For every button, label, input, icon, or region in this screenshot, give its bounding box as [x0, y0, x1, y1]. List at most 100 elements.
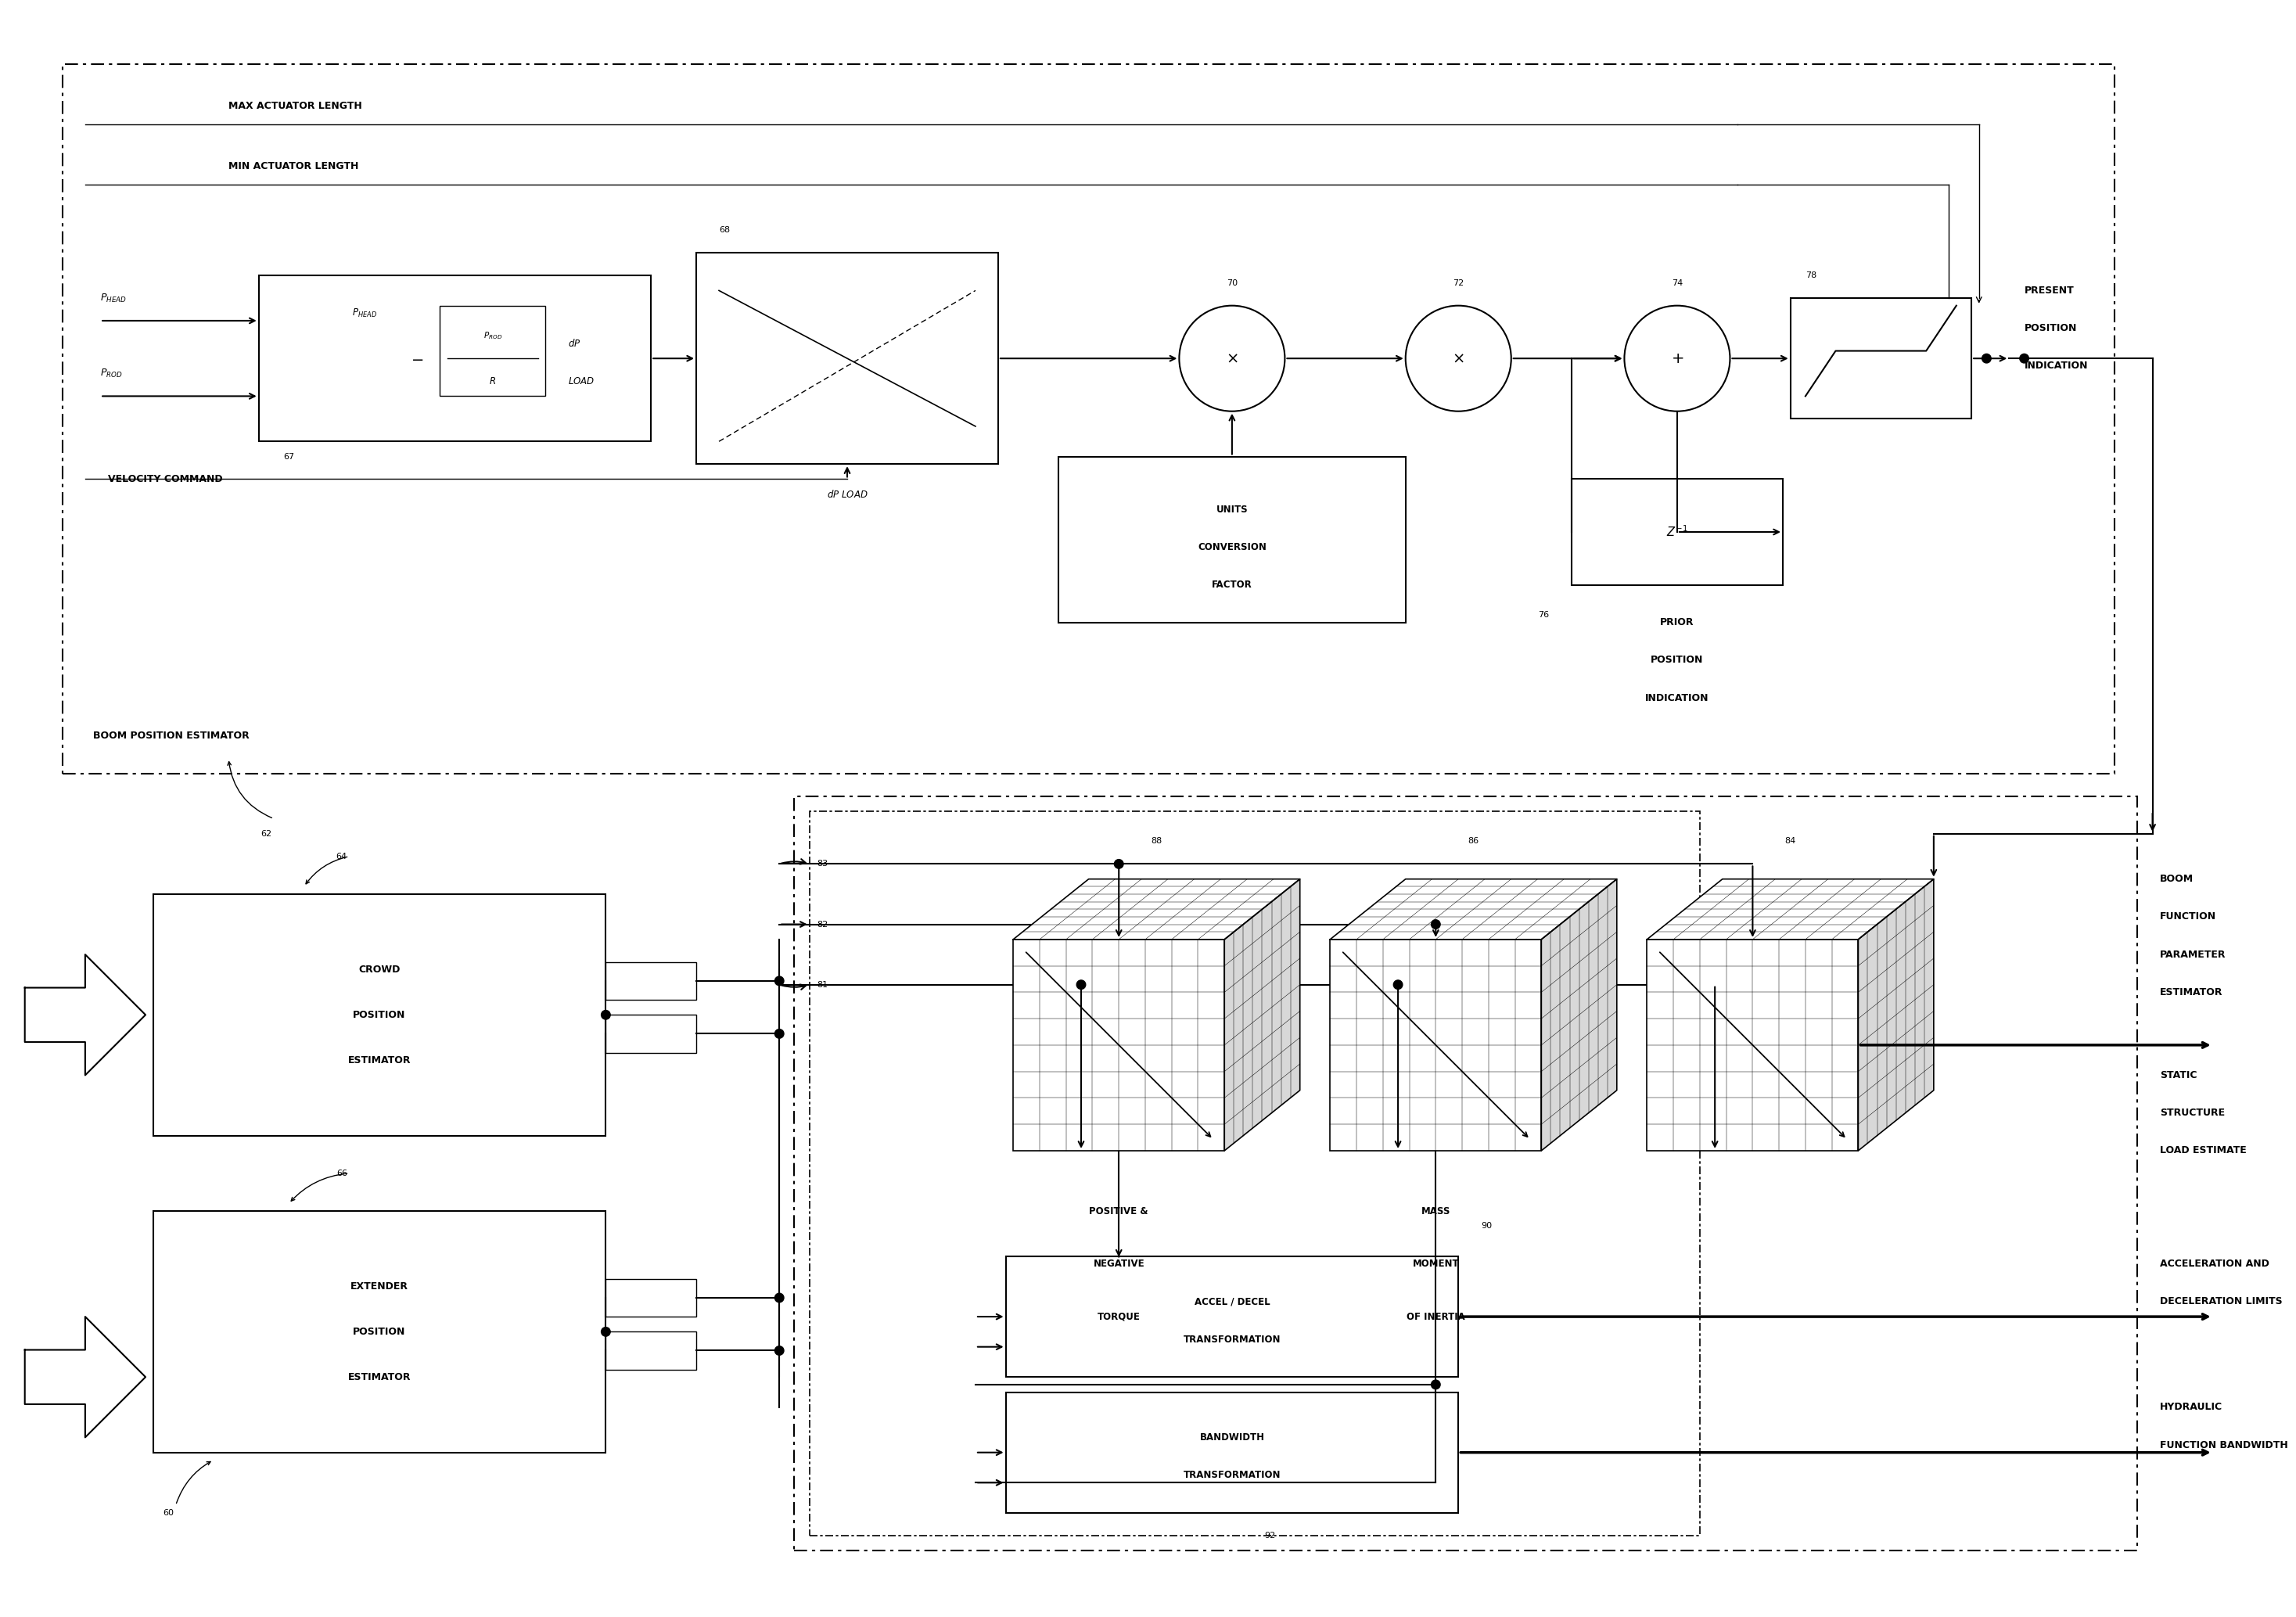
Bar: [606, 962, 696, 999]
Text: EXTENDER: EXTENDER: [351, 1281, 409, 1292]
Text: TORQUE: TORQUE: [1097, 1311, 1141, 1321]
Circle shape: [1430, 920, 1440, 928]
Text: $Z^{-1}$: $Z^{-1}$: [1667, 524, 1688, 540]
Text: BOOM POSITION ESTIMATOR: BOOM POSITION ESTIMATOR: [92, 731, 248, 741]
Text: VELOCITY COMMAND: VELOCITY COMMAND: [108, 474, 223, 483]
Text: 66: 66: [335, 1169, 347, 1177]
Text: ESTIMATOR: ESTIMATOR: [2161, 986, 2223, 998]
Bar: [259, 275, 652, 441]
Text: $dP$: $dP$: [567, 338, 581, 349]
Text: POSITION: POSITION: [2025, 323, 2078, 333]
Bar: [1006, 1256, 1458, 1378]
Text: 70: 70: [1226, 280, 1238, 286]
Text: 82: 82: [817, 920, 829, 928]
Text: TRANSFORMATION: TRANSFORMATION: [1182, 1470, 1281, 1480]
Text: 86: 86: [1467, 838, 1479, 846]
Polygon shape: [1646, 880, 1933, 939]
Text: POSITIVE &: POSITIVE &: [1088, 1206, 1148, 1216]
Circle shape: [774, 1294, 783, 1302]
Bar: [1329, 939, 1541, 1151]
Text: OF INERTIA: OF INERTIA: [1407, 1311, 1465, 1321]
Bar: [1570, 479, 1782, 585]
Text: 88: 88: [1150, 838, 1162, 846]
Circle shape: [774, 1345, 783, 1355]
Text: POSITION: POSITION: [354, 1009, 406, 1020]
Text: MASS: MASS: [1421, 1206, 1451, 1216]
Text: $R$: $R$: [489, 377, 496, 386]
Bar: [441, 306, 546, 396]
Text: STATIC: STATIC: [2161, 1070, 2197, 1080]
Text: TRANSFORMATION: TRANSFORMATION: [1182, 1334, 1281, 1344]
Text: 90: 90: [1481, 1222, 1492, 1231]
Text: MAX ACTUATOR LENGTH: MAX ACTUATOR LENGTH: [230, 100, 363, 110]
Circle shape: [2020, 354, 2030, 362]
Bar: [1791, 298, 1972, 419]
Text: $P_{HEAD}$: $P_{HEAD}$: [351, 307, 377, 319]
Text: PRESENT: PRESENT: [2025, 286, 2073, 296]
Text: 72: 72: [1453, 280, 1465, 286]
Text: $+$: $+$: [1671, 351, 1683, 365]
Text: NEGATIVE: NEGATIVE: [1093, 1258, 1143, 1269]
Text: FUNCTION BANDWIDTH: FUNCTION BANDWIDTH: [2161, 1439, 2289, 1450]
Text: ESTIMATOR: ESTIMATOR: [349, 1054, 411, 1066]
Text: STRUCTURE: STRUCTURE: [2161, 1108, 2225, 1117]
Text: FUNCTION: FUNCTION: [2161, 912, 2216, 922]
Polygon shape: [1224, 880, 1300, 1151]
Text: $P_{ROD}$: $P_{ROD}$: [482, 330, 503, 341]
Text: 84: 84: [1784, 838, 1795, 846]
Text: 83: 83: [817, 860, 829, 868]
Circle shape: [1077, 980, 1086, 990]
Bar: [606, 1279, 696, 1316]
Polygon shape: [1541, 880, 1616, 1151]
Polygon shape: [1857, 880, 1933, 1151]
Bar: [696, 252, 999, 464]
Text: POSITION: POSITION: [354, 1326, 406, 1337]
Text: 81: 81: [817, 982, 829, 988]
Circle shape: [1405, 306, 1511, 411]
Bar: [1058, 456, 1405, 623]
Circle shape: [1623, 306, 1729, 411]
Text: CROWD: CROWD: [358, 964, 400, 975]
Bar: [1006, 1392, 1458, 1514]
Text: LOAD ESTIMATE: LOAD ESTIMATE: [2161, 1145, 2248, 1156]
Text: 74: 74: [1671, 280, 1683, 286]
Circle shape: [774, 1028, 783, 1038]
Text: $LOAD$: $LOAD$: [567, 377, 595, 386]
Text: PARAMETER: PARAMETER: [2161, 949, 2227, 959]
Text: POSITION: POSITION: [1651, 655, 1704, 665]
Text: MOMENT: MOMENT: [1412, 1258, 1458, 1269]
Bar: [794, 796, 2138, 1551]
Text: $-$: $-$: [411, 351, 422, 365]
Text: 78: 78: [1805, 272, 1816, 280]
Text: MIN ACTUATOR LENGTH: MIN ACTUATOR LENGTH: [230, 162, 358, 171]
Circle shape: [1430, 1379, 1440, 1389]
Text: $P_{ROD}$: $P_{ROD}$: [101, 367, 122, 380]
Text: $dP\ LOAD$: $dP\ LOAD$: [827, 488, 868, 500]
Circle shape: [602, 1011, 611, 1019]
Text: $P_{HEAD}$: $P_{HEAD}$: [101, 293, 126, 304]
Text: ESTIMATOR: ESTIMATOR: [349, 1371, 411, 1383]
Bar: [810, 812, 1699, 1536]
Text: INDICATION: INDICATION: [1646, 692, 1708, 703]
Bar: [1013, 939, 1224, 1151]
Text: 60: 60: [163, 1509, 174, 1517]
Text: 92: 92: [1265, 1531, 1274, 1539]
Bar: [154, 894, 606, 1135]
Text: 64: 64: [335, 852, 347, 860]
Bar: [154, 1211, 606, 1452]
Text: 68: 68: [719, 226, 730, 234]
Circle shape: [1114, 859, 1123, 868]
Polygon shape: [25, 1316, 145, 1438]
Text: BANDWIDTH: BANDWIDTH: [1199, 1433, 1265, 1442]
Circle shape: [1981, 354, 1991, 362]
Bar: [606, 1015, 696, 1053]
Bar: [606, 1332, 696, 1370]
Text: 62: 62: [262, 830, 271, 838]
Circle shape: [774, 977, 783, 985]
Text: UNITS: UNITS: [1217, 505, 1249, 514]
Text: CONVERSION: CONVERSION: [1199, 542, 1267, 551]
Text: HYDRAULIC: HYDRAULIC: [2161, 1402, 2223, 1412]
Circle shape: [602, 1328, 611, 1336]
Circle shape: [1394, 980, 1403, 990]
Circle shape: [1180, 306, 1286, 411]
